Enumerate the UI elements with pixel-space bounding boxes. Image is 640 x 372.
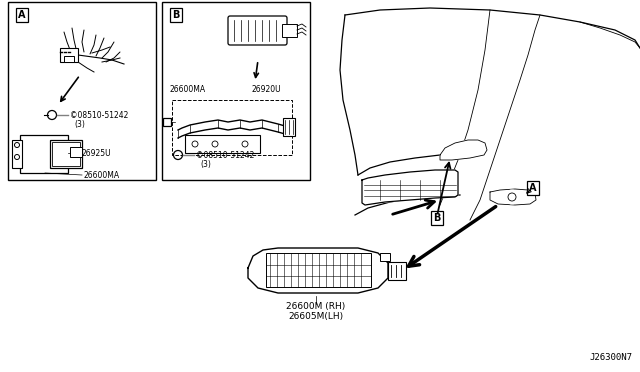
Bar [388, 262, 406, 280]
Bar [185, 135, 260, 153]
Bar [12, 140, 22, 168]
Polygon shape [362, 170, 458, 205]
Bar [380, 253, 390, 261]
Text: 26925U: 26925U [82, 148, 111, 157]
Bar [64, 56, 74, 62]
Text: 26605M(LH): 26605M(LH) [289, 311, 344, 321]
Text: J26300N7: J26300N7 [589, 353, 632, 362]
Bar [20, 135, 68, 173]
Bar [70, 147, 82, 157]
Text: 26600MA: 26600MA [84, 170, 120, 180]
Text: 26600MA: 26600MA [170, 86, 206, 94]
Bar [163, 118, 171, 126]
FancyBboxPatch shape [228, 16, 287, 45]
Text: ©08510-51242: ©08510-51242 [70, 110, 129, 119]
Bar [266, 253, 371, 287]
Text: B: B [172, 10, 180, 20]
Circle shape [505, 190, 519, 204]
Bar [60, 48, 78, 62]
Bar [8, 2, 156, 180]
Polygon shape [248, 248, 388, 293]
Text: (3): (3) [74, 119, 85, 128]
Text: A: A [19, 10, 26, 20]
Bar [283, 118, 295, 136]
Text: A: A [529, 183, 537, 193]
Polygon shape [440, 140, 487, 160]
Bar [282, 24, 297, 37]
Text: 26920U: 26920U [252, 86, 282, 94]
Bar [162, 2, 310, 180]
Text: B: B [433, 213, 441, 223]
Text: 26600M (RH): 26600M (RH) [286, 301, 346, 311]
Text: (3): (3) [200, 160, 211, 169]
Text: ©08510-51242: ©08510-51242 [196, 151, 254, 160]
Bar [50, 140, 82, 168]
Bar [52, 142, 80, 166]
Bar [172, 100, 292, 155]
Polygon shape [490, 189, 536, 205]
